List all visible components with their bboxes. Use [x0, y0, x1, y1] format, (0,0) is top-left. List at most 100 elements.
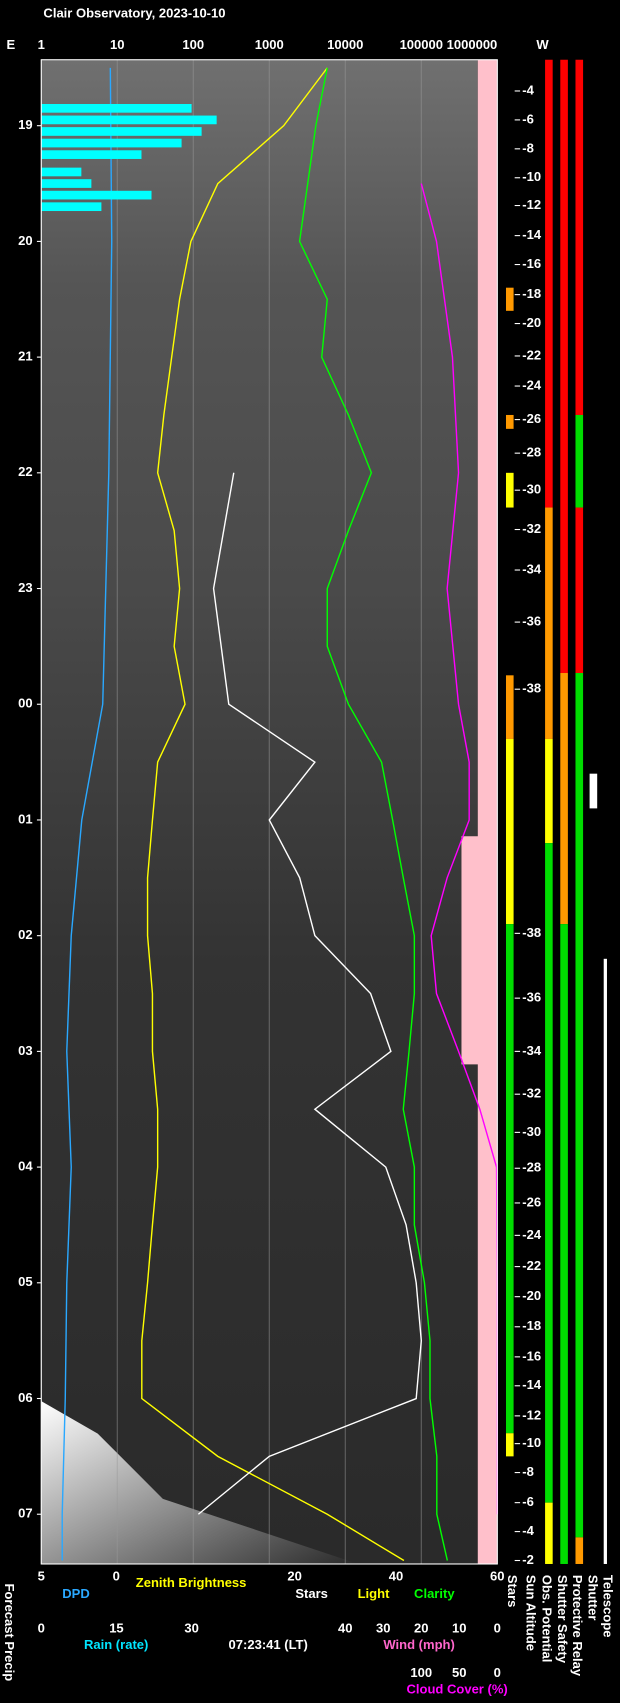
- clock-label: 07:23:41 (LT): [229, 1637, 308, 1652]
- sun-altitude-label: -18: [522, 1318, 541, 1333]
- y-tick-label: 01: [18, 811, 32, 826]
- sun-altitude-label: -32: [522, 1086, 541, 1101]
- west-label: W: [536, 37, 549, 52]
- sun-altitude-label: -2: [522, 1552, 534, 1567]
- y-tick-label: 20: [18, 233, 32, 248]
- sun-altitude-label: -6: [522, 111, 534, 126]
- bottom-tick-label: 30: [184, 1621, 198, 1636]
- bottom-tick-label: 5: [38, 1568, 45, 1583]
- sun-altitude-label: -24: [522, 1227, 542, 1242]
- chart-title: Clair Observatory, 2023-10-10: [43, 6, 225, 21]
- rain-bar: [41, 115, 217, 125]
- status-segment: [575, 414, 584, 508]
- y-tick-label: 22: [18, 464, 32, 479]
- dawn-glow: [41, 1401, 359, 1564]
- series-label: DPD: [62, 1586, 89, 1601]
- sun-altitude-label: -14: [522, 227, 542, 242]
- sun-altitude-label: -36: [522, 990, 541, 1005]
- y-tick-label: 05: [18, 1274, 32, 1289]
- bottom-tick-label: 10: [452, 1621, 466, 1636]
- rain-bar: [41, 138, 182, 148]
- x-tick-label: 100000: [400, 37, 443, 52]
- sun-altitude-label: -10: [522, 1435, 541, 1450]
- bottom-tick-label: 60: [490, 1568, 504, 1583]
- x-tick-label: 1000000: [447, 37, 498, 52]
- status-label: Shutter Safety: [555, 1575, 570, 1664]
- status-segment: [545, 59, 553, 508]
- status-segment: [560, 59, 568, 674]
- status-segment: [505, 472, 514, 508]
- x-tick-label: 1: [38, 37, 45, 52]
- x-tick-label: 10000: [327, 37, 363, 52]
- status-segment: [545, 1502, 553, 1564]
- sun-altitude-label: -34: [522, 561, 542, 576]
- series-line: [197, 472, 423, 1515]
- sun-altitude-label: -22: [522, 1258, 541, 1273]
- status-label: Shutter: [585, 1575, 600, 1621]
- series-line: [141, 67, 405, 1562]
- sun-altitude-label: -6: [522, 1494, 534, 1509]
- series-label: Zenith Brightness: [136, 1575, 247, 1590]
- sun-altitude-label: -12: [522, 197, 541, 212]
- status-segment: [589, 773, 598, 809]
- bottom-tick-label: 20: [287, 1568, 301, 1583]
- y-tick-label: 19: [18, 117, 32, 132]
- status-segment: [603, 958, 607, 1564]
- sun-altitude-label: -12: [522, 1407, 541, 1422]
- rain-bar: [41, 179, 92, 188]
- sun-altitude-label: -24: [522, 377, 542, 392]
- cloud-band: [461, 59, 498, 1564]
- sun-altitude-label: -16: [522, 256, 541, 271]
- bottom-tick-label: 20: [414, 1621, 428, 1636]
- series-label: Rain (rate): [84, 1637, 148, 1652]
- sun-altitude-label: -30: [522, 1124, 541, 1139]
- sun-altitude-label: -32: [522, 521, 541, 536]
- wind-axis-label: Wind (mph): [383, 1637, 454, 1652]
- sun-altitude-label: -18: [522, 286, 541, 301]
- status-segment: [560, 924, 568, 1564]
- status-segment: [505, 924, 514, 1434]
- east-label: E: [7, 37, 16, 52]
- series-line: [298, 67, 449, 1561]
- sun-altitude-label: -8: [522, 1464, 534, 1479]
- sun-altitude-label: -36: [522, 614, 541, 629]
- bottom-tick-label: 0: [113, 1568, 120, 1583]
- sun-altitude-label: -38: [522, 681, 541, 696]
- sun-altitude-label: -10: [522, 169, 541, 184]
- bottom-tick-label: 0: [494, 1665, 501, 1680]
- sun-altitude-label: -4: [522, 82, 534, 97]
- series-label: Cloud Cover (%): [407, 1681, 508, 1696]
- status-label: Obs. Potential: [540, 1575, 555, 1663]
- sun-altitude-label: -22: [522, 347, 541, 362]
- sky-image: [41, 59, 478, 1564]
- x-tick-label: 1000: [255, 37, 284, 52]
- plot-frame: [40, 59, 498, 1565]
- bottom-tick-label: 100: [410, 1665, 432, 1680]
- status-label: Stars: [505, 1575, 520, 1608]
- status-segment: [505, 414, 514, 429]
- status-label: Protective Relay: [570, 1575, 585, 1677]
- status-label: Telescope: [601, 1575, 616, 1638]
- light-label: Light: [358, 1586, 390, 1601]
- series-label: Stars: [295, 1586, 328, 1601]
- status-segment: [505, 675, 514, 739]
- y-tick-label: 06: [18, 1390, 32, 1405]
- x-tick-label: 100: [182, 37, 204, 52]
- rain-bar: [41, 103, 192, 113]
- y-tick-label: 00: [18, 696, 32, 711]
- sun-altitude-axis-label: Sun Altitude: [523, 1575, 538, 1651]
- status-segment: [575, 673, 584, 1538]
- y-tick-label: 23: [18, 580, 32, 595]
- bottom-tick-label: 0: [494, 1621, 501, 1636]
- bottom-tick-label: 50: [452, 1665, 466, 1680]
- sun-altitude-label: -20: [522, 315, 541, 330]
- status-segment: [545, 738, 553, 844]
- sun-altitude-label: -34: [522, 1043, 542, 1058]
- status-segment: [575, 507, 584, 674]
- sun-altitude-label: -26: [522, 411, 541, 426]
- sun-altitude-label: -38: [522, 925, 541, 940]
- sun-altitude-label: -14: [522, 1377, 542, 1392]
- y-tick-label: 02: [18, 927, 32, 942]
- sun-altitude-label: -8: [522, 140, 534, 155]
